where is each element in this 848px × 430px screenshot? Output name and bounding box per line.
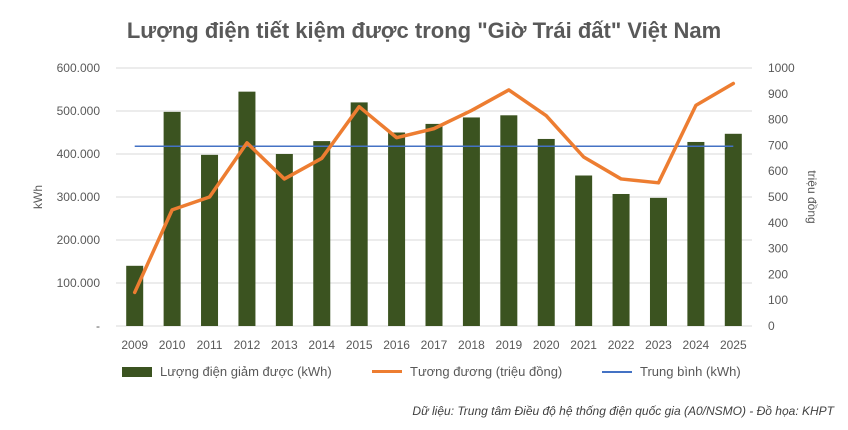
y2-tick-label: 200 — [768, 267, 788, 281]
x-tick-label: 2014 — [308, 338, 335, 352]
y2-tick-label: 700 — [768, 138, 788, 152]
x-tick-label: 2015 — [346, 338, 373, 352]
legend-swatch-bar — [122, 366, 152, 377]
x-tick-label: 2011 — [197, 338, 223, 352]
bar — [500, 115, 518, 326]
bar — [126, 265, 144, 326]
y-tick-label: 300.000 — [57, 190, 101, 204]
legend-label-avg: Trung bình (kWh) — [640, 364, 741, 379]
legend-swatch-line — [372, 370, 402, 373]
x-tick-label: 2017 — [421, 338, 448, 352]
y2-axis-title: triệu đồng — [805, 170, 819, 223]
bar — [313, 141, 331, 326]
bar — [388, 132, 406, 326]
legend-item-bar: Lượng điện giảm được (kWh) — [122, 364, 332, 379]
x-tick-label: 2013 — [271, 338, 298, 352]
bar — [238, 91, 256, 327]
bar — [612, 193, 630, 326]
legend-item-avg: Trung bình (kWh) — [602, 364, 741, 379]
x-tick-label: 2012 — [234, 338, 261, 352]
y-tick-label: 400.000 — [57, 147, 101, 161]
y-tick-label: 100.000 — [57, 276, 101, 290]
legend-item-line: Tương đương (triệu đồng) — [372, 364, 562, 379]
bar — [537, 138, 555, 326]
bar — [425, 123, 443, 327]
legend-label-line: Tương đương (triệu đồng) — [410, 364, 563, 379]
series-line-equivalent — [132, 81, 736, 295]
x-tick-label: 2009 — [121, 338, 148, 352]
bar — [275, 154, 293, 326]
y2-tick-label: 1000 — [768, 61, 795, 75]
x-tick-label: 2024 — [683, 338, 710, 352]
legend-label-bar: Lượng điện giảm được (kWh) — [160, 364, 332, 379]
legend-swatch-avg — [602, 370, 632, 373]
y-axis-title: kWh — [31, 185, 45, 209]
y2-tick-label: 900 — [768, 87, 788, 101]
y2-tick-label: 0 — [768, 319, 775, 333]
x-tick-label: 2010 — [159, 338, 186, 352]
y-tick-label: - — [96, 319, 100, 333]
y2-tick-label: 600 — [768, 164, 788, 178]
bar — [462, 117, 480, 326]
x-tick-label: 2025 — [720, 338, 747, 352]
source-note: Dữ liệu: Trung tâm Điều độ hệ thống điện… — [412, 404, 834, 418]
y2-tick-label: 500 — [768, 190, 788, 204]
bar — [575, 175, 593, 326]
bar — [350, 102, 368, 327]
bar — [649, 197, 667, 326]
bar — [163, 111, 181, 326]
legend: Lượng điện giảm được (kWh) Tương đương (… — [0, 364, 848, 388]
x-tick-label: 2019 — [495, 338, 522, 352]
y-tick-label: 500.000 — [57, 104, 101, 118]
y2-tick-label: 400 — [768, 216, 788, 230]
bar — [687, 141, 705, 326]
x-tick-label: 2018 — [458, 338, 485, 352]
x-tick-label: 2020 — [533, 338, 560, 352]
y2-tick-label: 300 — [768, 242, 788, 256]
y2-tick-label: 800 — [768, 113, 788, 127]
y2-tick-label: 100 — [768, 293, 788, 307]
bar — [724, 133, 742, 326]
bar — [201, 154, 219, 326]
x-tick-label: 2016 — [383, 338, 410, 352]
x-tick-label: 2021 — [570, 338, 597, 352]
chart-title: Lượng điện tiết kiệm được trong "Giờ Trá… — [126, 18, 722, 43]
x-tick-label: 2022 — [608, 338, 635, 352]
x-tick-label: 2023 — [645, 338, 672, 352]
y-tick-label: 200.000 — [57, 233, 101, 247]
y-tick-label: 600.000 — [57, 61, 101, 75]
